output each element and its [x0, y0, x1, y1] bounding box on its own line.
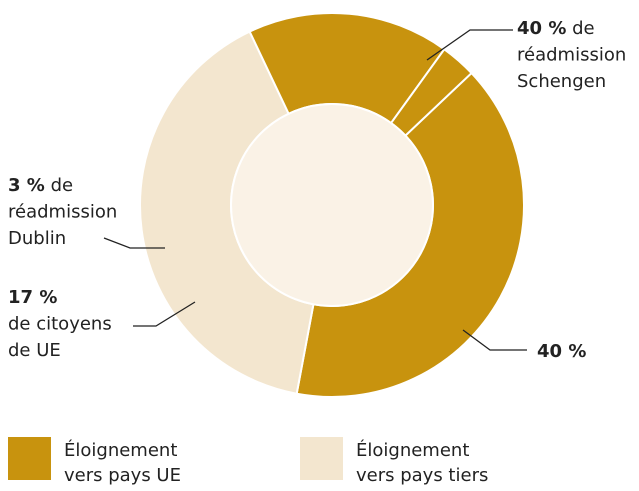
label-line: réadmission	[517, 45, 626, 66]
legend-swatch	[300, 437, 343, 480]
label-line: de	[51, 175, 74, 196]
leader-line	[426, 29, 513, 61]
label-line: réadmission	[8, 202, 117, 223]
legend-label: Éloignement	[356, 439, 469, 461]
value-label: 17 %	[8, 287, 57, 308]
value-label: 40 %	[517, 18, 566, 39]
label-line: de citoyens	[8, 314, 112, 335]
legend-label: vers pays tiers	[356, 465, 488, 486]
value-label: 3 %	[8, 175, 45, 196]
value-label: 40 %	[537, 341, 586, 362]
leader-line	[462, 329, 527, 351]
slice-label: 40 %	[537, 341, 586, 362]
label-line: de	[572, 18, 595, 39]
slice-label: 3 % de réadmission Dublin	[8, 175, 117, 249]
leader-line	[103, 237, 165, 249]
donut-hole	[230, 103, 434, 307]
label-line: de UE	[8, 340, 61, 361]
label-line: Dublin	[8, 228, 66, 249]
legend-label: Éloignement	[64, 439, 177, 461]
slice-label: 17 % de citoyens de UE	[8, 287, 112, 361]
label-line: Schengen	[517, 71, 606, 92]
legend-label: vers pays UE	[64, 465, 181, 486]
slice-label: 40 % de réadmission Schengen	[517, 18, 626, 92]
leader-line	[133, 301, 196, 327]
legend-swatch	[8, 437, 51, 480]
